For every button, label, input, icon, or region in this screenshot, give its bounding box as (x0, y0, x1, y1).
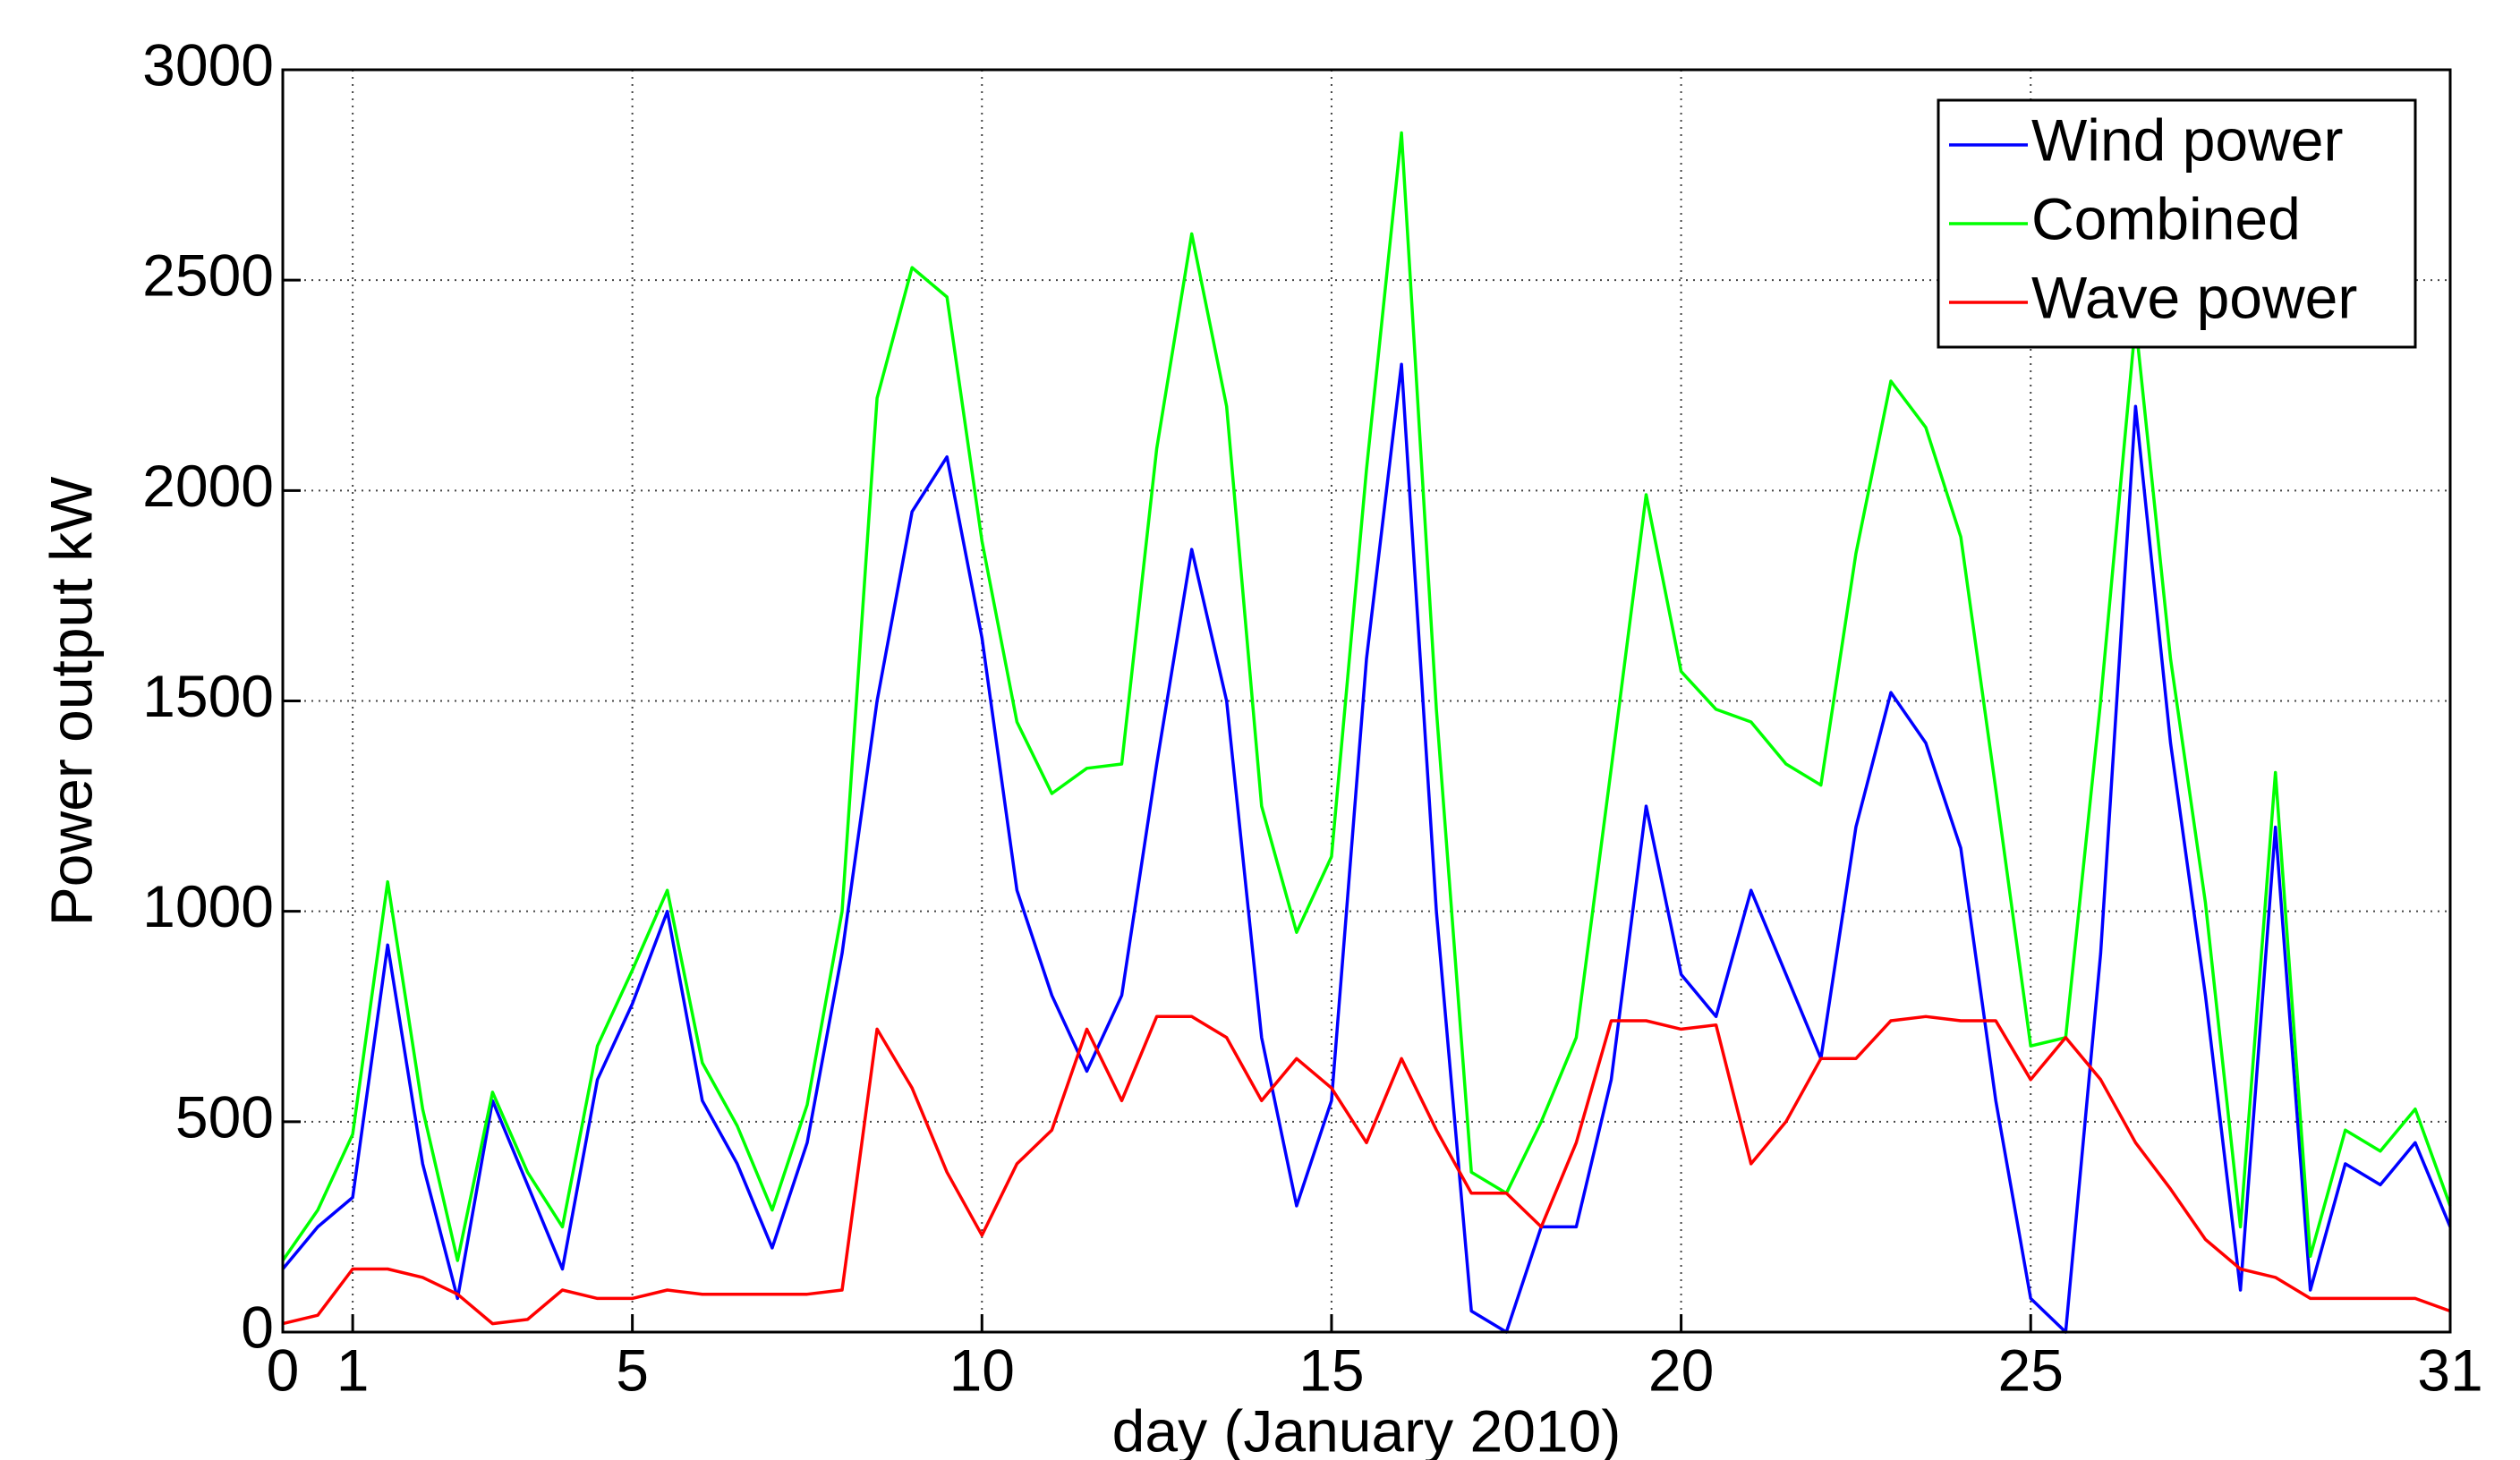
plot-frame (281, 68, 2452, 1334)
y-tick-label: 0 (241, 1294, 274, 1360)
y-tick-label: 2500 (142, 242, 274, 309)
legend-label: Wind power (2031, 106, 2343, 173)
x-tick-label: 10 (949, 1337, 1015, 1403)
y-tick-label: 500 (175, 1083, 274, 1150)
legend-label: Wave power (2031, 264, 2357, 330)
series-line (281, 131, 2452, 1262)
series-line (282, 1014, 2451, 1326)
x-tick-label: 20 (1648, 1337, 1714, 1403)
series-line (281, 362, 2452, 1334)
x-tick-label: 31 (2417, 1337, 2482, 1403)
x-tick-label: 1 (336, 1337, 370, 1403)
x-tick-label: 0 (267, 1337, 300, 1403)
y-axis-label: Power output kW (38, 476, 104, 926)
legend-label: Combined (2031, 185, 2301, 251)
y-tick-label: 1500 (142, 663, 274, 729)
x-axis-label: day (January 2010) (1112, 1397, 1622, 1460)
x-tick-label: 15 (1298, 1337, 1364, 1403)
y-tick-label: 3000 (142, 31, 274, 98)
y-tick-label: 1000 (142, 873, 274, 939)
y-tick-label: 2000 (142, 453, 274, 519)
x-tick-label: 5 (616, 1337, 649, 1403)
x-tick-label: 25 (1998, 1337, 2064, 1403)
